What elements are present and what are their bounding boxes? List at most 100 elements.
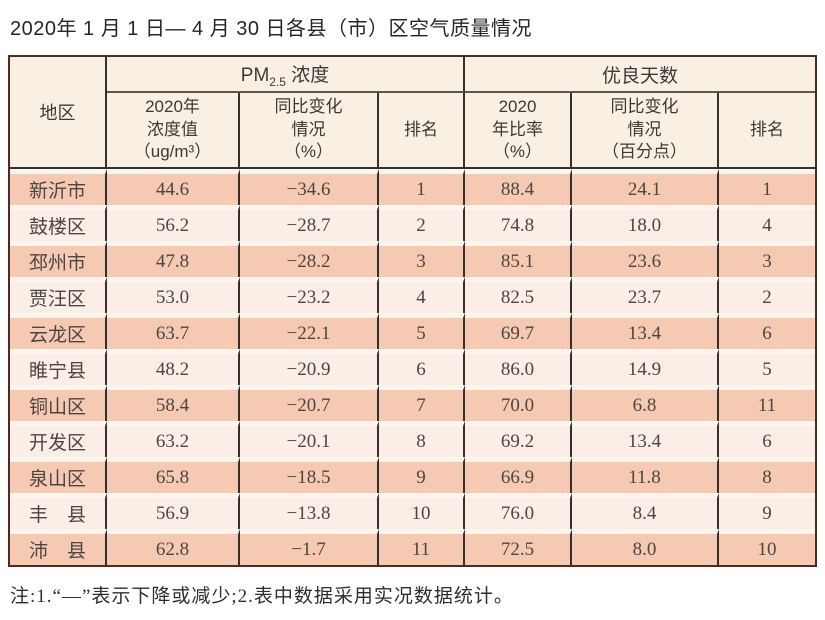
table-body: 新沂市 44.6 −34.6 1 88.4 24.1 1 鼓楼区 56.2 −2… — [10, 169, 815, 565]
region-cell: 云龙区 — [10, 313, 107, 349]
table-row: 铜山区 58.4 −20.7 7 70.0 6.8 11 — [10, 385, 815, 421]
pm25-label-suffix: 浓度 — [285, 64, 330, 86]
air-quality-table: 地区 PM2.5 浓度 优良天数 2020年 浓度值 （ug/m³） 同比变化 … — [10, 57, 815, 565]
good-rank-cell: 8 — [719, 457, 815, 493]
good-rate-cell: 74.8 — [465, 205, 572, 241]
pm25-rank-cell: 7 — [379, 385, 465, 421]
region-cell: 丰 县 — [10, 493, 107, 529]
pm25-rank-cell: 2 — [379, 205, 465, 241]
good-rate-cell: 69.7 — [465, 313, 572, 349]
pm25-rank-cell: 3 — [379, 241, 465, 277]
pm25-rank-cell: 4 — [379, 277, 465, 313]
good-rate-cell: 85.1 — [465, 241, 572, 277]
pm25-value-cell: 56.2 — [107, 205, 240, 241]
good-change-cell: 13.4 — [572, 421, 719, 457]
pm25-change-cell: −34.6 — [240, 169, 379, 205]
region-cell: 鼓楼区 — [10, 205, 107, 241]
pm25-rank-cell: 6 — [379, 349, 465, 385]
pm25-value-cell: 65.8 — [107, 457, 240, 493]
header-good-change: 同比变化 情况 （百分点） — [572, 93, 719, 169]
good-change-cell: 24.1 — [572, 169, 719, 205]
table-row: 云龙区 63.7 −22.1 5 69.7 13.4 6 — [10, 313, 815, 349]
good-change-cell: 6.8 — [572, 385, 719, 421]
good-rate-cell: 70.0 — [465, 385, 572, 421]
table-row: 丰 县 56.9 −13.8 10 76.0 8.4 9 — [10, 493, 815, 529]
pm25-change-cell: −23.2 — [240, 277, 379, 313]
good-rank-cell: 11 — [719, 385, 815, 421]
table-row: 开发区 63.2 −20.1 8 69.2 13.4 6 — [10, 421, 815, 457]
pm25-rank-cell: 11 — [379, 529, 465, 565]
good-change-cell: 14.9 — [572, 349, 719, 385]
header-region: 地区 — [10, 57, 107, 169]
pm25-change-cell: −20.9 — [240, 349, 379, 385]
pm25-value-cell: 58.4 — [107, 385, 240, 421]
pm25-rank-cell: 5 — [379, 313, 465, 349]
header-good-rate: 2020 年比率 （%） — [465, 93, 572, 169]
air-quality-table-frame: 地区 PM2.5 浓度 优良天数 2020年 浓度值 （ug/m³） 同比变化 … — [8, 55, 817, 567]
region-cell: 沛 县 — [10, 529, 107, 565]
footnote: 注:1.“—”表示下降或减少;2.表中数据采用实况数据统计。 — [10, 586, 514, 607]
table-header: 地区 PM2.5 浓度 优良天数 2020年 浓度值 （ug/m³） 同比变化 … — [10, 57, 815, 169]
good-rate-cell: 86.0 — [465, 349, 572, 385]
table-row: 邳州市 47.8 −28.2 3 85.1 23.6 3 — [10, 241, 815, 277]
pm25-rank-cell: 8 — [379, 421, 465, 457]
good-change-cell: 8.4 — [572, 493, 719, 529]
good-rate-cell: 76.0 — [465, 493, 572, 529]
header-group-pm25: PM2.5 浓度 — [107, 57, 465, 93]
pm25-label-subscript: 2.5 — [269, 74, 286, 89]
pm25-value-cell: 62.8 — [107, 529, 240, 565]
header-group-good-days: 优良天数 — [465, 57, 815, 93]
header-pm25-value: 2020年 浓度值 （ug/m³） — [107, 93, 240, 169]
header-good-rank: 排名 — [719, 93, 815, 169]
table-row: 贾汪区 53.0 −23.2 4 82.5 23.7 2 — [10, 277, 815, 313]
header-pm25-rank: 排名 — [379, 93, 465, 169]
good-rank-cell: 3 — [719, 241, 815, 277]
good-change-cell: 18.0 — [572, 205, 719, 241]
good-rank-cell: 10 — [719, 529, 815, 565]
region-cell: 贾汪区 — [10, 277, 107, 313]
good-change-cell: 23.6 — [572, 241, 719, 277]
pm25-value-cell: 47.8 — [107, 241, 240, 277]
table-row: 睢宁县 48.2 −20.9 6 86.0 14.9 5 — [10, 349, 815, 385]
pm25-change-cell: −18.5 — [240, 457, 379, 493]
table-row: 新沂市 44.6 −34.6 1 88.4 24.1 1 — [10, 169, 815, 205]
header-pm25-change: 同比变化 情况 （%） — [240, 93, 379, 169]
pm25-change-cell: −20.1 — [240, 421, 379, 457]
good-rank-cell: 4 — [719, 205, 815, 241]
good-rank-cell: 6 — [719, 313, 815, 349]
pm25-value-cell: 56.9 — [107, 493, 240, 529]
pm25-rank-cell: 10 — [379, 493, 465, 529]
pm25-value-cell: 63.2 — [107, 421, 240, 457]
page-title: 2020年 1 月 1 日— 4 月 30 日各县（市）区空气质量情况 — [10, 18, 533, 40]
table-row: 泉山区 65.8 −18.5 9 66.9 11.8 8 — [10, 457, 815, 493]
good-change-cell: 13.4 — [572, 313, 719, 349]
good-rate-cell: 82.5 — [465, 277, 572, 313]
pm25-label-prefix: PM — [240, 64, 270, 86]
region-cell: 新沂市 — [10, 169, 107, 205]
good-change-cell: 23.7 — [572, 277, 719, 313]
good-change-cell: 8.0 — [572, 529, 719, 565]
good-rank-cell: 9 — [719, 493, 815, 529]
pm25-change-cell: −22.1 — [240, 313, 379, 349]
pm25-value-cell: 63.7 — [107, 313, 240, 349]
good-rank-cell: 6 — [719, 421, 815, 457]
good-rank-cell: 2 — [719, 277, 815, 313]
good-rate-cell: 69.2 — [465, 421, 572, 457]
region-cell: 开发区 — [10, 421, 107, 457]
region-cell: 邳州市 — [10, 241, 107, 277]
pm25-value-cell: 53.0 — [107, 277, 240, 313]
table-row: 沛 县 62.8 −1.7 11 72.5 8.0 10 — [10, 529, 815, 565]
pm25-change-cell: −28.7 — [240, 205, 379, 241]
good-rank-cell: 1 — [719, 169, 815, 205]
good-rate-cell: 88.4 — [465, 169, 572, 205]
pm25-change-cell: −13.8 — [240, 493, 379, 529]
pm25-value-cell: 44.6 — [107, 169, 240, 205]
pm25-change-cell: −20.7 — [240, 385, 379, 421]
pm25-value-cell: 48.2 — [107, 349, 240, 385]
pm25-rank-cell: 9 — [379, 457, 465, 493]
region-cell: 铜山区 — [10, 385, 107, 421]
good-rank-cell: 5 — [719, 349, 815, 385]
region-cell: 睢宁县 — [10, 349, 107, 385]
good-change-cell: 11.8 — [572, 457, 719, 493]
